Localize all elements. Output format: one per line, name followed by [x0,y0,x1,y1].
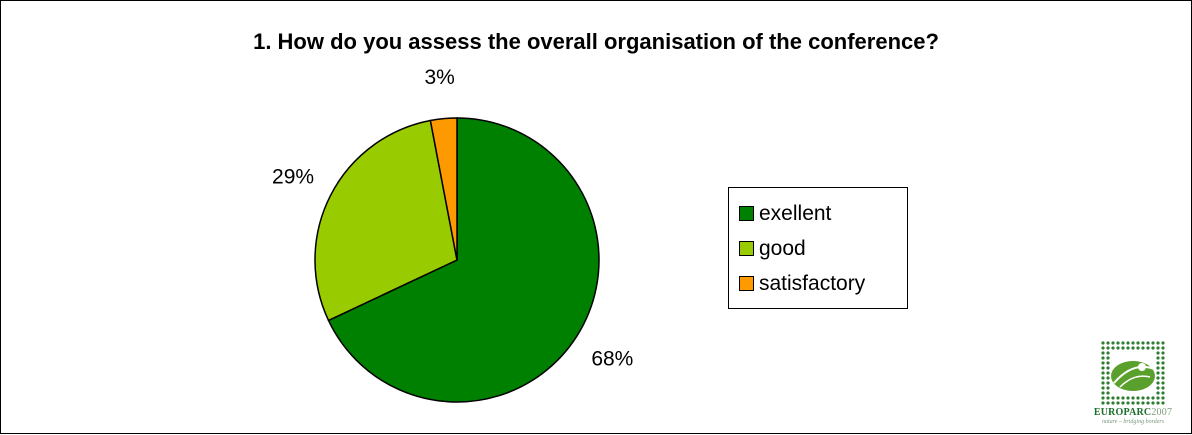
legend-label: exellent [759,201,832,225]
pie-slice-good [314,119,458,322]
pie-labels: 68% 29% 3% [272,66,633,371]
legend-label: satisfactory [759,271,866,295]
chart-title: 1. How do you assess the overall organis… [253,29,939,54]
legend: exellent good satisfactory [728,187,908,309]
pie-slice-satisfactory [429,117,458,261]
legend-swatch-good [739,241,754,256]
pie-slices [314,117,600,403]
logo-name: EUROPARC [1093,407,1152,418]
data-label-good: 29% [272,165,314,188]
logo-wordmark: EUROPARC2007 [1084,407,1182,418]
legend-swatch-exellent [739,206,754,221]
legend-item-exellent: exellent [739,196,907,231]
europarc-logo: EUROPARC2007 nature – bridging borders [1084,339,1182,427]
data-label-satisfactory: 3% [425,66,455,89]
legend-swatch-satisfactory [739,276,754,291]
legend-label: good [759,236,806,260]
logo-year: 2007 [1151,407,1173,418]
pie-slice-exellent [327,117,600,403]
legend-item-good: good [739,231,907,266]
legend-item-satisfactory: satisfactory [739,266,907,301]
data-label-exellent: 68% [591,348,633,371]
leaf-logo-icon [1101,341,1165,405]
logo-tagline: nature – bridging borders [1101,419,1165,425]
